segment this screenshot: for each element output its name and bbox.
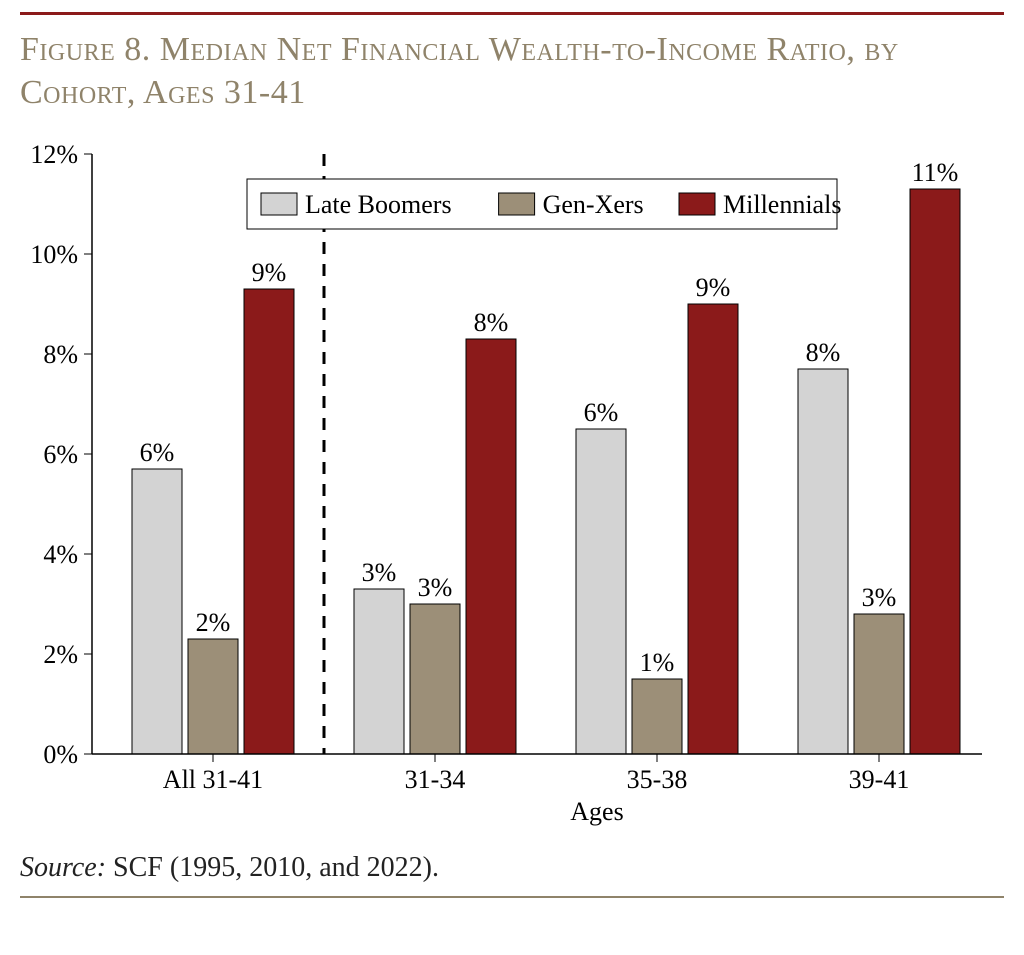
svg-text:6%: 6% — [584, 398, 619, 427]
chart-area: 0% 2% 4% 6% 8% 10% 12% 6% 2% 9% All 31-41 3% 3% 8% 31-… — [22, 134, 1002, 834]
svg-text:35-38: 35-38 — [627, 765, 688, 794]
svg-text:2%: 2% — [43, 640, 78, 669]
svg-text:Ages: Ages — [570, 797, 623, 826]
svg-text:2%: 2% — [196, 608, 231, 637]
svg-text:Gen-Xers: Gen-Xers — [543, 190, 644, 219]
svg-text:10%: 10% — [30, 240, 78, 269]
source-line: Source: SCF (1995, 2010, and 2022). — [20, 852, 1004, 884]
svg-text:9%: 9% — [696, 273, 731, 302]
figure-container: Figure 8. Median Net Financial Wealth-to… — [0, 0, 1024, 955]
source-prefix: Source: — [20, 852, 106, 883]
svg-text:Late Boomers: Late Boomers — [305, 190, 452, 219]
svg-text:8%: 8% — [43, 340, 78, 369]
svg-text:9%: 9% — [252, 258, 287, 287]
bar-chart: 0% 2% 4% 6% 8% 10% 12% 6% 2% 9% All 31-41 3% 3% 8% 31-… — [22, 134, 1002, 834]
svg-text:All 31-41: All 31-41 — [163, 765, 263, 794]
svg-text:3%: 3% — [862, 583, 897, 612]
svg-text:4%: 4% — [43, 540, 78, 569]
svg-text:8%: 8% — [474, 308, 509, 337]
source-text: SCF (1995, 2010, and 2022). — [106, 852, 439, 883]
svg-text:11%: 11% — [912, 158, 959, 187]
svg-text:3%: 3% — [418, 573, 453, 602]
svg-text:6%: 6% — [43, 440, 78, 469]
svg-text:12%: 12% — [30, 140, 78, 169]
svg-text:31-34: 31-34 — [405, 765, 466, 794]
svg-text:8%: 8% — [806, 338, 841, 367]
svg-text:6%: 6% — [140, 438, 175, 467]
figure-title: Figure 8. Median Net Financial Wealth-to… — [20, 29, 1004, 114]
top-rule — [20, 12, 1004, 15]
svg-text:1%: 1% — [640, 648, 675, 677]
svg-text:3%: 3% — [362, 558, 397, 587]
bottom-rule — [20, 896, 1004, 898]
svg-text:Millennials: Millennials — [723, 190, 841, 219]
svg-text:0%: 0% — [43, 740, 78, 769]
svg-text:39-41: 39-41 — [849, 765, 910, 794]
